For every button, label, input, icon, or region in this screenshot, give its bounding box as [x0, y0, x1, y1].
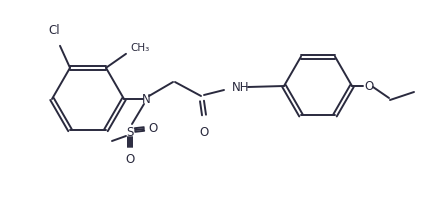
Text: Cl: Cl	[48, 24, 60, 37]
Text: O: O	[148, 122, 157, 135]
Text: O: O	[364, 80, 373, 93]
Text: N: N	[141, 93, 150, 106]
Text: CH₃: CH₃	[130, 43, 149, 53]
Text: O: O	[125, 153, 135, 166]
Text: S: S	[126, 125, 134, 138]
Text: NH: NH	[232, 81, 250, 94]
Text: O: O	[200, 125, 209, 138]
